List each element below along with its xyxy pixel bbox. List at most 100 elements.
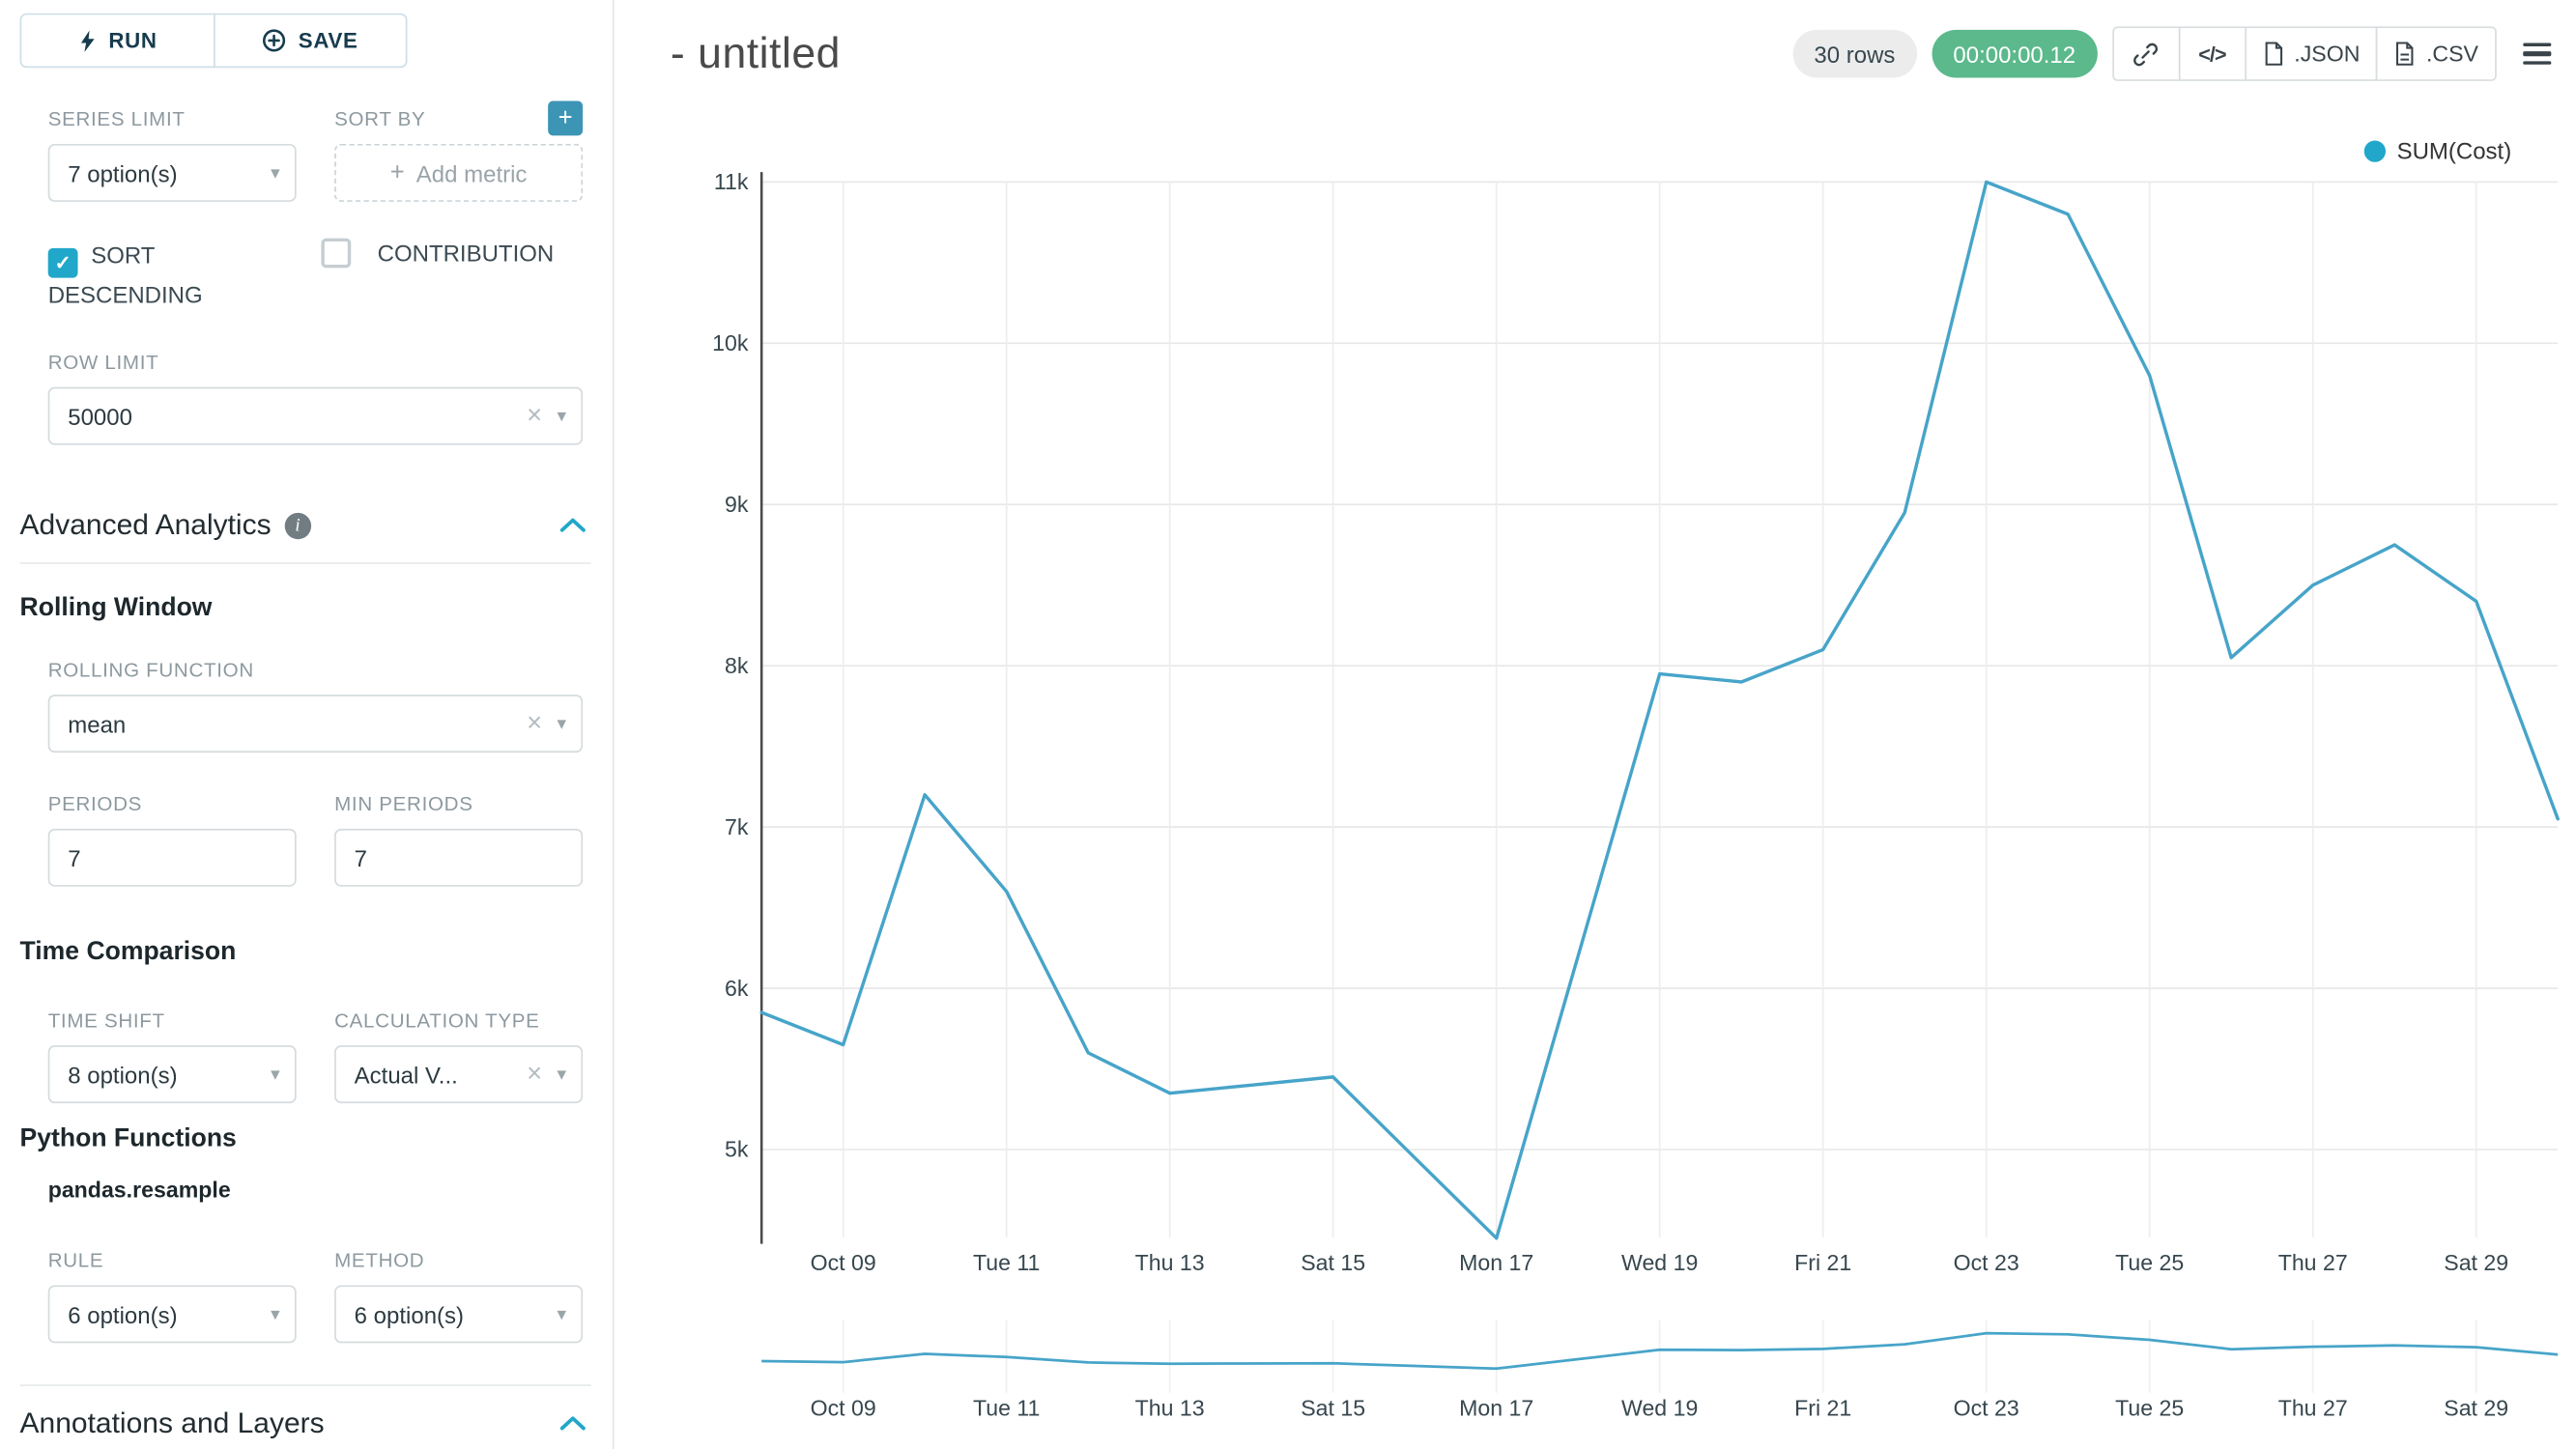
svg-text:Oct 23: Oct 23 <box>1954 1396 2019 1421</box>
plus-icon: + <box>389 158 405 187</box>
add-metric-button[interactable]: + Add metric <box>334 143 584 202</box>
code-icon: </> <box>2198 42 2226 66</box>
json-file-icon <box>2265 42 2282 66</box>
python-functions-title: Python Functions <box>19 1124 237 1153</box>
svg-text:Wed 19: Wed 19 <box>1621 1396 1698 1421</box>
add-sort-metric-button[interactable]: + <box>548 100 584 136</box>
svg-text:Sat 29: Sat 29 <box>2444 1250 2508 1275</box>
query-timer-badge: 00:00:00.12 <box>1932 29 2098 78</box>
chart-panel: - untitled 30 rows 00:00:00.12 </> <box>614 0 2576 1449</box>
svg-text:Thu 13: Thu 13 <box>1135 1250 1205 1275</box>
rolling-function-label: ROLLING FUNCTION <box>47 657 254 681</box>
clear-icon[interactable]: × <box>527 708 543 737</box>
calculation-type-select[interactable]: Actual V... × ▾ <box>334 1045 584 1104</box>
checkbox-row: ✓ SORT DESCENDING CONTRIBUTION <box>47 238 591 313</box>
row-count-badge: 30 rows <box>1792 29 1917 78</box>
svg-text:Oct 09: Oct 09 <box>811 1396 876 1421</box>
export-csv-button[interactable]: .CSV <box>2376 26 2497 81</box>
svg-text:10k: 10k <box>712 330 749 355</box>
svg-text:6k: 6k <box>725 976 749 1001</box>
clear-icon[interactable]: × <box>527 401 543 430</box>
export-json-label: .JSON <box>2294 41 2361 67</box>
chart-header: - untitled 30 rows 00:00:00.12 </> <box>615 0 2576 81</box>
svg-text:11k: 11k <box>714 169 749 194</box>
caret-down-icon: ▾ <box>557 1065 566 1086</box>
run-label: RUN <box>108 28 157 53</box>
svg-text:Tue 11: Tue 11 <box>973 1250 1040 1275</box>
caret-down-icon: ▾ <box>557 1305 566 1325</box>
time-shift-select[interactable]: 8 option(s) ▾ <box>47 1045 297 1104</box>
save-plus-icon <box>263 29 286 52</box>
rolling-function-value: mean <box>68 710 127 737</box>
row-limit-label: ROW LIMIT <box>47 350 159 374</box>
calculation-type-value: Actual V... <box>354 1061 458 1088</box>
caret-down-icon: ▾ <box>557 714 566 735</box>
copy-link-button[interactable] <box>2111 26 2181 81</box>
chart-legend[interactable]: SUM(Cost) <box>2363 137 2512 164</box>
method-select[interactable]: 6 option(s) ▾ <box>334 1285 584 1344</box>
rolling-function-select[interactable]: mean × ▾ <box>47 695 584 753</box>
periods-label: PERIODS <box>47 791 143 815</box>
chart-title[interactable]: - untitled <box>670 28 841 78</box>
clear-icon[interactable]: × <box>527 1059 543 1088</box>
series-limit-label: SERIES LIMIT <box>47 106 186 130</box>
export-json-button[interactable]: .JSON <box>2244 26 2379 81</box>
min-periods-input[interactable] <box>334 828 584 887</box>
legend-marker <box>2363 139 2386 161</box>
advanced-analytics-header[interactable]: Advanced Analytics i <box>19 507 591 564</box>
export-csv-label: .CSV <box>2425 41 2478 67</box>
advanced-analytics-title: Advanced Analytics <box>19 507 272 541</box>
export-button-group: </> .JSON .CSV <box>2111 26 2497 81</box>
run-button[interactable]: RUN <box>21 14 213 66</box>
row-limit-select[interactable]: 50000 × ▾ <box>47 386 584 445</box>
rule-value: 6 option(s) <box>68 1300 178 1328</box>
embed-code-button[interactable]: </> <box>2178 26 2247 81</box>
contribution-checkbox[interactable]: CONTRIBUTION <box>321 238 555 269</box>
legend-label: SUM(Cost) <box>2396 137 2512 164</box>
sort-descending-checkbox[interactable]: ✓ SORT DESCENDING <box>47 239 282 313</box>
caret-down-icon: ▾ <box>557 407 566 427</box>
link-icon <box>2133 42 2159 66</box>
rule-select[interactable]: 6 option(s) ▾ <box>47 1285 297 1344</box>
time-shift-label: TIME SHIFT <box>47 1008 165 1032</box>
svg-text:Oct 23: Oct 23 <box>1954 1250 2019 1275</box>
checkbox-checked-icon: ✓ <box>47 247 78 278</box>
svg-text:Tue 11: Tue 11 <box>973 1396 1040 1421</box>
svg-text:Sat 15: Sat 15 <box>1301 1396 1365 1421</box>
svg-text:Tue 25: Tue 25 <box>2115 1396 2184 1421</box>
sort-descending-label: SORT DESCENDING <box>47 241 203 308</box>
menu-icon <box>2523 43 2552 65</box>
series-limit-select[interactable]: 7 option(s) ▾ <box>47 143 297 202</box>
save-button[interactable]: SAVE <box>215 14 406 66</box>
chevron-up-icon[interactable] <box>559 1416 586 1431</box>
run-save-group: RUN SAVE <box>19 13 408 69</box>
rule-label: RULE <box>47 1247 104 1271</box>
svg-text:8k: 8k <box>725 653 749 678</box>
sort-by-label: SORT BY <box>334 106 426 130</box>
checkbox-unchecked-icon <box>321 238 352 269</box>
caret-down-icon: ▾ <box>271 1065 280 1086</box>
svg-text:Thu 27: Thu 27 <box>2278 1250 2348 1275</box>
caret-down-icon: ▾ <box>271 1305 280 1325</box>
chart-svg[interactable]: 5k 6k 7k 8k 9k 10k 11k Oct 09 Oct 09 Tue 11 Tue 11… <box>615 0 2576 1449</box>
svg-text:5k: 5k <box>725 1137 749 1162</box>
method-value: 6 option(s) <box>354 1300 465 1328</box>
series-limit-value: 7 option(s) <box>68 159 178 186</box>
rolling-window-title: Rolling Window <box>19 593 213 622</box>
control-panel: RUN SAVE SERIES LIMIT 7 option(s) ▾ <box>0 0 615 1449</box>
annotations-header[interactable]: Annotations and Layers <box>19 1384 591 1440</box>
pandas-resample-label: pandas.resample <box>47 1178 231 1203</box>
svg-text:9k: 9k <box>725 492 749 517</box>
bolt-icon <box>80 29 94 52</box>
svg-text:Sat 15: Sat 15 <box>1301 1250 1365 1275</box>
menu-button[interactable] <box>2516 31 2558 76</box>
chevron-up-icon[interactable] <box>559 518 586 532</box>
svg-text:Thu 27: Thu 27 <box>2278 1396 2348 1421</box>
periods-input[interactable] <box>47 828 297 887</box>
contribution-label: CONTRIBUTION <box>377 240 555 267</box>
add-metric-placeholder: Add metric <box>415 159 528 186</box>
svg-text:Tue 25: Tue 25 <box>2115 1250 2184 1275</box>
time-shift-value: 8 option(s) <box>68 1061 178 1088</box>
chart-actions: 30 rows 00:00:00.12 </> <box>1792 26 2558 81</box>
